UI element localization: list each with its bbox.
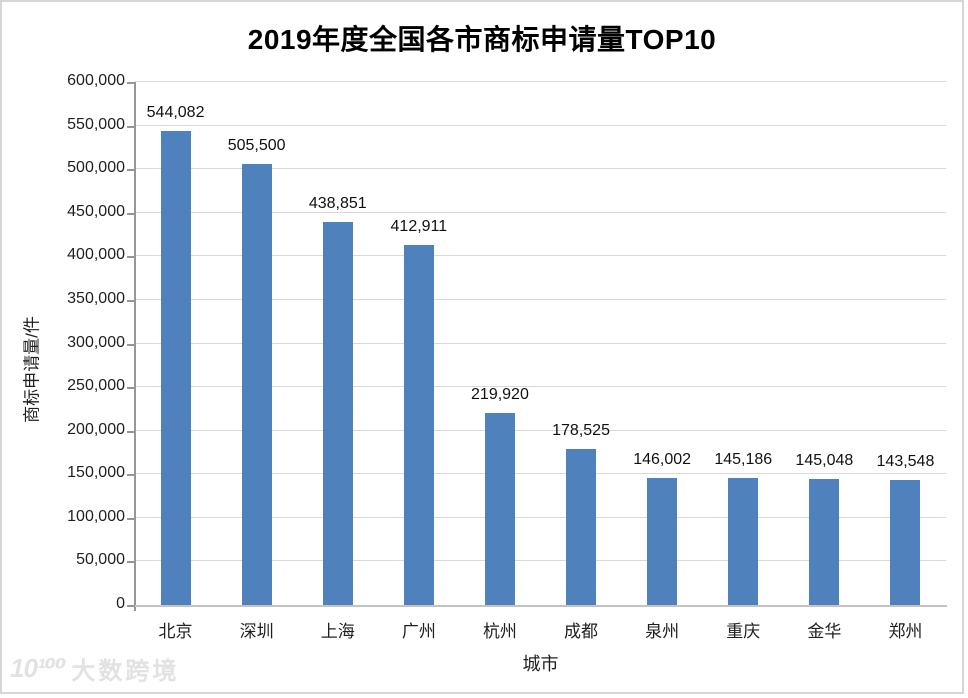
category-label: 上海 [320, 622, 355, 641]
y-tick-label: 350,000 [67, 289, 125, 307]
y-tick-label: 50,000 [76, 551, 125, 569]
category-label: 深圳 [239, 622, 274, 641]
gridline [135, 560, 946, 562]
y-axis-tick [127, 430, 134, 433]
y-tick-label: 600,000 [67, 72, 125, 89]
y-axis-tick [127, 343, 134, 346]
chart-title: 2019年度全国各市商标申请量TOP10 [247, 24, 717, 55]
bar-value-label: 145,186 [714, 451, 773, 469]
y-axis-tick [127, 605, 134, 607]
category-label: 重庆 [726, 622, 761, 641]
bar-value-label: 178,525 [552, 422, 610, 440]
bar-value-label: 544,082 [146, 103, 205, 121]
bar [160, 130, 191, 605]
bar-value-label: 219,920 [471, 386, 529, 404]
gridline [135, 386, 946, 388]
y-axis-tick [127, 299, 134, 302]
y-axis-tick [127, 474, 134, 477]
category-label: 泉州 [645, 622, 680, 641]
y-tick-label: 250,000 [67, 377, 125, 395]
bar-value-label: 146,002 [633, 450, 692, 468]
category-label: 北京 [158, 622, 193, 641]
bar-value-label: 143,548 [876, 452, 935, 470]
y-axis-tick [127, 212, 134, 215]
category-label: 金华 [807, 622, 842, 641]
bar [890, 479, 921, 605]
y-axis-tick [127, 169, 134, 172]
y-tick-label: 450,000 [67, 202, 125, 220]
bar-value-label: 145,048 [795, 451, 854, 469]
x-axis-title: 城市 [522, 654, 559, 674]
y-tick-label: 550,000 [67, 115, 125, 133]
bar [241, 164, 272, 605]
watermark-logo-icon: 10¹⁰⁰ [10, 653, 66, 683]
gridline [135, 124, 946, 126]
bar [809, 478, 840, 605]
y-axis-tick [127, 82, 134, 84]
gridline [135, 81, 946, 82]
gridline [135, 429, 946, 431]
bar [403, 245, 434, 605]
bar [322, 222, 353, 605]
bar [647, 477, 678, 605]
gridline [135, 168, 946, 170]
y-tick-label: 400,000 [67, 246, 125, 264]
bar [728, 478, 759, 605]
gridline [135, 298, 946, 300]
watermark-text: 大数跨境 [71, 658, 180, 685]
y-tick-label: 300,000 [67, 333, 125, 351]
y-tick-label: 0 [116, 595, 125, 612]
bar [566, 449, 597, 605]
plot-area: 544,082 505,500 438,851 412,911 219,920 178,5… [135, 81, 946, 605]
gridline [135, 255, 946, 257]
gridline [135, 211, 946, 213]
y-tick-label: 150,000 [67, 464, 125, 482]
category-label: 郑州 [888, 622, 923, 641]
y-axis-tick [127, 561, 134, 564]
x-axis-line [135, 605, 947, 607]
y-axis-line [134, 82, 136, 611]
y-axis-tick [127, 387, 134, 390]
bar-value-label: 505,500 [227, 137, 286, 155]
bar [484, 413, 515, 605]
gridline [135, 516, 946, 518]
category-label: 广州 [401, 622, 436, 641]
bar-value-label: 412,911 [390, 218, 448, 236]
category-label: 成都 [564, 622, 599, 641]
y-tick-label: 200,000 [67, 420, 125, 438]
y-axis-tick [127, 256, 134, 259]
y-axis-tick [127, 125, 134, 128]
y-tick-label: 500,000 [67, 159, 125, 177]
gridline [135, 342, 946, 344]
category-label: 杭州 [482, 622, 517, 641]
y-axis-tick [127, 517, 134, 520]
watermark: 10¹⁰⁰ 大数跨境 [10, 651, 179, 686]
gridline [135, 473, 946, 475]
y-tick-label: 100,000 [67, 507, 125, 525]
bar-value-label: 438,851 [308, 195, 367, 213]
